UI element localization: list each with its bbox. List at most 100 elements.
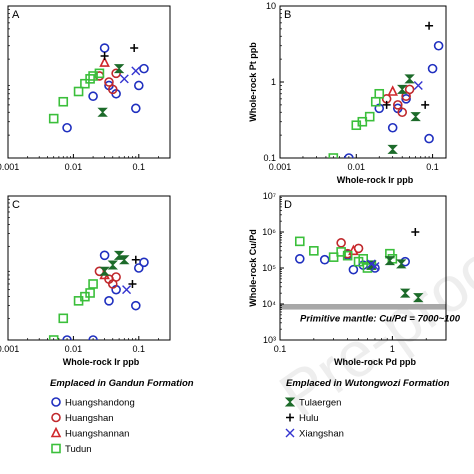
data-point [113,64,125,74]
data-point [133,263,144,273]
data-point [348,264,359,275]
data-point [62,335,72,340]
data-point [294,254,305,264]
legend-label: Xiangshan [299,429,344,440]
data-point [99,56,110,67]
data-point [387,122,398,133]
annotation-text: Primitive mantle: Cu/Pd = 7000~100 [300,314,461,325]
data-point [58,313,69,324]
x-tick-label: 0.1 [426,162,439,172]
data-point [387,144,398,154]
data-point [374,88,385,99]
data-point [119,74,129,84]
panel-C: C 0.001 0.01 0.1 Whole-rock Ir ppb [0,195,171,367]
primitive-mantle-band [280,304,446,310]
series-xiangshan [122,285,132,295]
legend-label: Huangshan [65,413,114,424]
hourglass-marker-icon [284,397,296,407]
data-point [392,100,403,110]
data-point [88,91,98,102]
data-point [357,116,368,127]
series-tulaergen [99,250,130,276]
data-point [404,84,415,95]
panel-D: D 0.1 1 10³ 10⁴ 10⁵ 10⁶ 10⁷ Whole-rock Pd ppb Who… [248,191,461,367]
panel-label: B [284,9,291,21]
data-point [309,246,319,256]
series-huangshannan [348,244,359,256]
legend-item-huangshannan: Huangshannan [50,426,129,440]
data-points [48,43,149,133]
cross-marker-icon [285,428,295,438]
data-point [348,244,359,256]
data-point [404,74,415,84]
plot-frame [7,5,171,159]
data-point [94,68,105,79]
legend-label: Huangshandong [65,398,135,409]
y-tick-label: 10⁶ [262,227,276,237]
data-point [425,21,434,30]
series-hulu [411,228,420,236]
x-tick-label: 1 [390,344,395,354]
data-point [131,300,141,311]
data-point [99,43,110,53]
series-tudun [48,68,105,124]
x-tick-label: 0.001 [0,344,19,354]
triangle-marker-icon [50,426,62,438]
data-point [48,335,59,340]
series-tulaergen [387,74,421,154]
y-tick-label: 0.1 [263,153,276,163]
data-point [104,296,114,306]
legend-item-huangshandong: Huangshandong [51,397,135,409]
data-point [413,80,423,90]
data-point [107,84,118,95]
data-point [128,279,137,288]
data-point [411,228,420,236]
panel-A: A 0.001 0.01 0.1 [0,5,171,172]
series-tudun [48,279,98,340]
data-point [88,71,98,81]
data-point [294,236,305,247]
data-point [427,63,438,74]
circle-marker-icon [51,412,61,423]
data-point [131,103,141,114]
data-point [58,96,69,107]
y-tick-label: 10⁴ [262,299,276,309]
legend-label: Hulu [299,413,319,424]
watermark-text: Pre-proof [267,219,474,431]
series-xiangshan [119,66,141,84]
data-point [358,254,369,264]
data-point [62,122,72,133]
data-point [88,279,98,289]
data-point [397,84,408,94]
data-points [48,250,149,340]
x-tick-label: 0.01 [65,344,83,354]
series-hulu [382,21,434,109]
y-tick-label: 1 [271,77,276,87]
series-xiangshan [413,80,423,90]
data-point [133,80,144,91]
data-point [344,153,354,158]
data-point [139,63,149,74]
legend-label: Huangshannan [65,429,129,440]
series-huangshandong [62,250,149,340]
data-point [107,260,118,270]
data-point [410,112,421,122]
panel-label: D [284,199,292,211]
data-point [97,107,108,117]
plot-frame [7,195,171,341]
data-point [399,288,411,298]
data-point [433,40,444,51]
data-point [88,335,98,340]
data-point [130,44,139,53]
series-huangshan [381,84,415,118]
data-point [370,262,380,272]
x-tick-label: 0.01 [348,162,366,172]
data-point [48,113,59,124]
panel-label: C [12,199,20,211]
data-point [111,68,121,79]
data-point [336,238,346,248]
data-point [131,255,140,264]
legend: Emplaced in Gandun Formation Emplaced in… [50,378,450,455]
legend-item-hulu: Hulu [286,413,319,424]
data-point [413,293,424,303]
